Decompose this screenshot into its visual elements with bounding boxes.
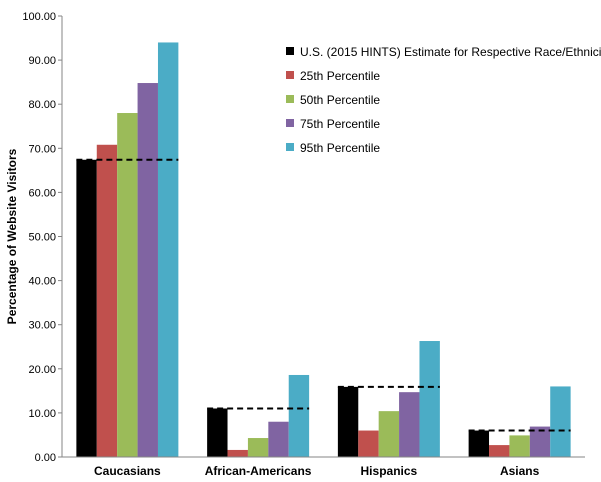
bar: [489, 445, 510, 457]
category-labels: Caucasians African-Americans Hispanics Asia…: [94, 464, 540, 478]
reference-lines: [76, 158, 571, 432]
bar: [529, 426, 551, 457]
category-label: Hispanics: [361, 464, 418, 478]
legend-label: 95th Percentile: [300, 141, 380, 155]
y-tick-label: 50.00: [28, 232, 56, 244]
y-tick-label: 40.00: [28, 276, 56, 288]
legend-swatch: [286, 119, 294, 127]
legend-label: 75th Percentile: [300, 117, 380, 131]
bar: [157, 42, 179, 458]
y-tick-label: 100.00: [22, 11, 56, 23]
bar: [137, 83, 158, 458]
y-tick-label: 70.00: [28, 143, 56, 155]
y-tick-label: 0.00: [35, 452, 56, 464]
legend-label: 25th Percentile: [300, 69, 380, 83]
bar: [247, 438, 269, 457]
bar: [117, 113, 138, 458]
y-tick-label: 90.00: [28, 55, 56, 67]
bar: [227, 449, 248, 457]
bar: [468, 430, 490, 457]
bar: [378, 411, 400, 457]
bar: [207, 408, 228, 457]
legend-swatch: [286, 143, 294, 151]
legend-label: 50th Percentile: [300, 93, 380, 107]
category-label: African-Americans: [205, 464, 312, 478]
legend-swatch: [286, 71, 294, 79]
bar: [268, 421, 289, 457]
y-tick-label: 10.00: [28, 408, 56, 420]
y-tick-label: 80.00: [28, 99, 56, 111]
bar: [509, 435, 530, 457]
legend-swatch: [286, 47, 294, 55]
y-tick-label: 30.00: [28, 320, 56, 332]
y-axis-ticks: 0.00 10.00 20.00 30.00 40.00 50.00 60.00 70.00 8…: [22, 11, 62, 464]
legend-swatch: [286, 95, 294, 103]
bar: [96, 144, 118, 457]
legend-label: U.S. (2015 HINTS) Estimate for Respectiv…: [300, 45, 601, 59]
legend: U.S. (2015 HINTS) Estimate for Respectiv…: [286, 45, 601, 155]
bars: [76, 42, 571, 458]
y-tick-label: 60.00: [28, 187, 56, 199]
bar: [419, 341, 440, 457]
y-tick-label: 20.00: [28, 364, 56, 376]
category-label: Asians: [500, 464, 540, 478]
bar: [76, 159, 97, 458]
category-label: Caucasians: [94, 464, 161, 478]
bar: [399, 392, 420, 457]
bar: [288, 374, 310, 457]
bar: [550, 386, 571, 457]
bar: [358, 430, 379, 457]
bar: [337, 386, 359, 457]
y-axis-title: Percentage of Website Visitors: [5, 148, 19, 324]
